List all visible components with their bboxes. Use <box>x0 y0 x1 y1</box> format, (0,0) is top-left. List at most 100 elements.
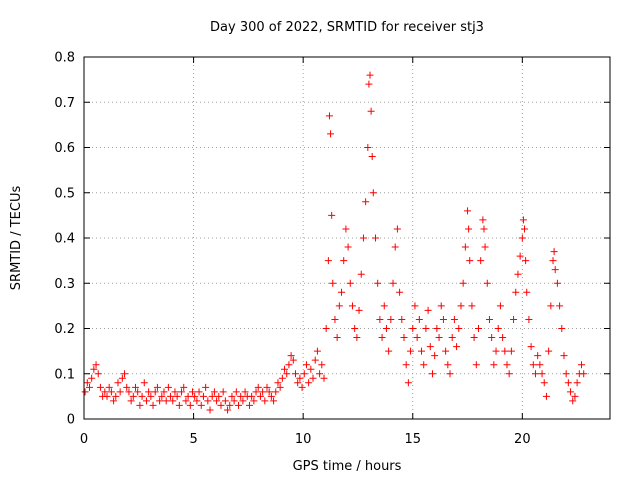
data-point <box>250 397 258 405</box>
data-point <box>364 144 372 151</box>
data-point <box>466 257 474 265</box>
data-point <box>431 352 439 360</box>
data-point <box>311 356 319 364</box>
data-point <box>389 279 397 287</box>
data-point <box>510 315 518 323</box>
data-point <box>514 270 522 278</box>
data-point <box>342 225 350 233</box>
data-point <box>92 361 100 369</box>
data-point <box>534 352 542 360</box>
data-point <box>396 288 404 296</box>
data-point <box>376 315 384 323</box>
data-point <box>270 397 278 405</box>
data-point <box>455 325 463 332</box>
y-tick-label: 0.3 <box>54 277 75 292</box>
data-point <box>398 315 406 323</box>
x-axis-label: GPS time / hours <box>293 459 402 474</box>
data-point <box>550 248 558 256</box>
data-point <box>439 315 447 323</box>
data-point <box>516 252 524 260</box>
y-tick-label: 0.4 <box>54 232 75 247</box>
data-point <box>366 71 374 79</box>
data-point <box>219 388 227 396</box>
data-point <box>278 374 286 382</box>
data-point <box>560 352 568 360</box>
data-point <box>549 257 557 265</box>
data-point <box>499 334 507 342</box>
data-point <box>433 325 441 332</box>
data-point <box>503 361 511 369</box>
data-point <box>348 302 356 310</box>
data-point <box>450 315 458 323</box>
data-point <box>448 334 456 342</box>
data-point <box>387 315 395 323</box>
data-point <box>213 397 221 405</box>
data-point <box>322 325 330 332</box>
data-point <box>285 361 293 369</box>
data-point <box>501 347 509 355</box>
data-point <box>180 383 188 391</box>
data-point <box>545 347 553 355</box>
data-point <box>309 374 317 382</box>
y-tick-label: 0.8 <box>54 51 75 66</box>
y-tick-label: 0 <box>67 413 75 428</box>
data-point <box>186 401 194 409</box>
data-point <box>171 388 179 396</box>
data-point <box>221 397 229 405</box>
data-point <box>226 401 234 409</box>
data-point <box>235 401 243 409</box>
data-point <box>340 257 348 265</box>
data-point <box>151 388 159 396</box>
data-point <box>426 343 434 351</box>
data-point <box>116 388 124 396</box>
data-point <box>206 406 214 414</box>
data-points <box>81 71 588 414</box>
data-point <box>531 370 539 378</box>
data-point <box>505 370 513 378</box>
data-point <box>494 325 502 332</box>
data-point <box>160 388 168 396</box>
data-point <box>142 397 150 405</box>
data-point <box>125 388 133 396</box>
data-point <box>237 392 245 400</box>
data-point <box>522 257 530 265</box>
data-point <box>239 397 247 405</box>
data-point <box>274 379 282 387</box>
axis-ticks: 0 0.1 0.2 0.3 0.4 0.5 0.6 0.7 0.8 0 5 10 15 20 <box>54 51 610 447</box>
data-point <box>428 370 436 378</box>
data-point <box>413 334 421 342</box>
data-point <box>307 365 315 373</box>
data-point <box>492 347 500 355</box>
data-point <box>527 343 535 351</box>
data-point <box>538 370 546 378</box>
data-point <box>204 397 212 405</box>
data-point <box>147 392 155 400</box>
data-point <box>261 397 269 405</box>
data-point <box>329 279 337 287</box>
data-point <box>368 153 376 161</box>
data-point <box>422 325 430 332</box>
data-point <box>569 397 577 405</box>
data-point <box>496 302 504 310</box>
y-tick-label: 0.2 <box>54 322 75 337</box>
data-point <box>195 388 203 396</box>
data-point <box>178 388 186 396</box>
data-point <box>488 334 496 342</box>
data-point <box>138 392 146 400</box>
data-point <box>355 306 363 314</box>
data-point <box>318 361 326 369</box>
data-point <box>228 392 236 400</box>
data-point <box>380 302 388 310</box>
data-point <box>369 189 377 197</box>
data-point <box>573 379 581 387</box>
data-point <box>191 392 199 400</box>
data-point <box>409 325 417 332</box>
data-point <box>435 334 443 342</box>
data-point <box>193 397 201 405</box>
data-point <box>254 383 262 391</box>
data-point <box>374 279 382 287</box>
data-point <box>420 361 428 369</box>
data-point <box>110 397 118 405</box>
data-point <box>248 392 256 400</box>
